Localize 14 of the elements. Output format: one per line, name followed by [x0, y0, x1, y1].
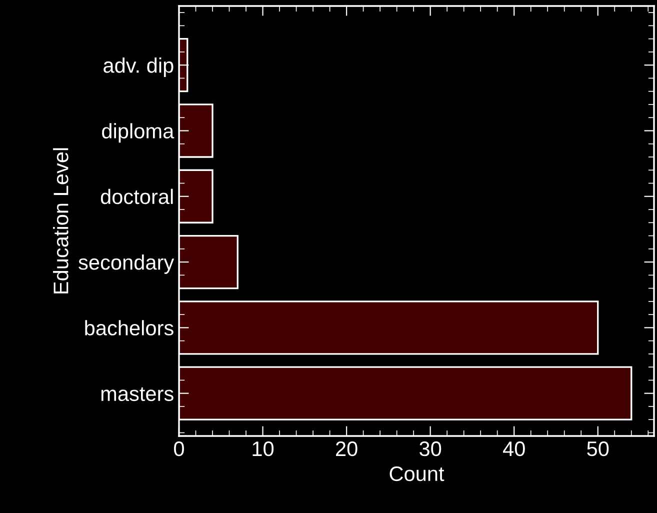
x-tick-label: 20: [336, 441, 358, 456]
x-axis-title: Count: [390, 466, 444, 482]
y-tick-label: doctoral: [100, 188, 173, 204]
x-tick-label: 40: [502, 441, 525, 456]
y-tick-label: bachelors: [85, 320, 174, 336]
x-tick-label: 10: [252, 441, 274, 456]
y-tick-label: masters: [101, 387, 174, 402]
y-tick-label: adv. dip: [104, 58, 174, 77]
y-axis-title: Education Level: [53, 148, 68, 294]
y-tick-label: diploma: [102, 123, 174, 143]
y-tick-label: secondary: [78, 254, 174, 274]
x-tick-label: 50: [587, 441, 609, 456]
x-tick-label: 30: [420, 441, 442, 456]
x-tick-label: 0: [174, 441, 184, 456]
